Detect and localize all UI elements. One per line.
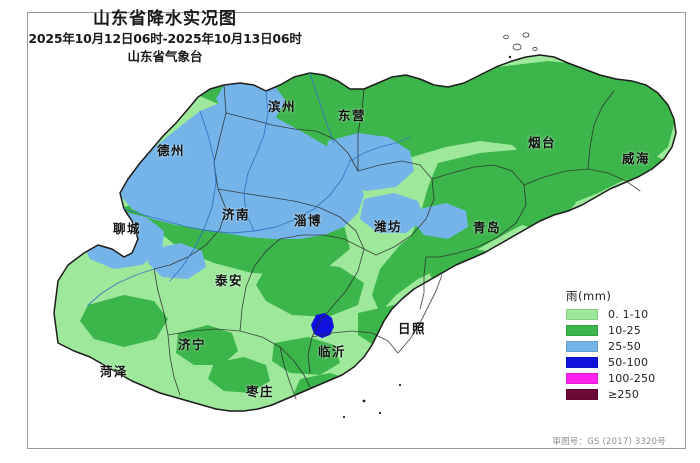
legend-swatch	[566, 341, 598, 352]
city-label: 济南	[222, 207, 251, 222]
city-label: 临沂	[318, 344, 347, 359]
city-label: 潍坊	[374, 219, 403, 234]
legend-label: 25-50	[608, 340, 641, 353]
city-label: 日照	[398, 321, 427, 336]
province-boundary	[53, 54, 677, 412]
legend-item: 25-50	[566, 340, 655, 353]
city-label: 济宁	[178, 337, 207, 352]
city-label: 菏泽	[100, 364, 129, 379]
city-label: 威海	[622, 151, 651, 166]
legend-item: 100-250	[566, 372, 655, 385]
time-range-label: 2025年10月12日06时-2025年10月13日06时	[28, 31, 302, 46]
city-label: 东营	[338, 108, 367, 123]
legend-label: 0. 1-10	[608, 308, 649, 321]
legend-item: 0. 1-10	[566, 308, 655, 321]
river-lines	[87, 72, 411, 306]
legend-item: 50-100	[566, 356, 655, 369]
legend-swatch	[566, 325, 598, 336]
band-50-100	[311, 313, 334, 338]
city-label: 聊城	[113, 221, 142, 236]
city-label: 滨州	[268, 99, 297, 114]
legend-swatch	[566, 309, 598, 320]
legend-swatch	[566, 389, 598, 400]
offshore-islands	[503, 32, 538, 51]
city-label: 枣庄	[246, 384, 275, 399]
legend-title: 雨(mm)	[566, 289, 612, 303]
legend-label: 100-250	[608, 372, 656, 385]
legend-label: 10-25	[608, 324, 641, 337]
city-label: 泰安	[215, 273, 244, 288]
map-approval-number: 审图号：GS (2017) 3320号	[552, 437, 666, 447]
legend-rows: 0. 1-10 10-25 25-50 50-100 100-250 ≥250	[566, 308, 655, 401]
rainfall-fill-layer	[54, 55, 676, 411]
organization-label: 山东省气象台	[127, 49, 203, 64]
title-block: 山东省降水实况图 2025年10月12日06时-2025年10月13日06时 山…	[20, 8, 310, 66]
band-25-50	[80, 79, 468, 279]
legend-swatch	[566, 373, 598, 384]
legend-item: 10-25	[566, 324, 655, 337]
legend-swatch	[566, 357, 598, 368]
island-dots	[342, 55, 512, 419]
city-label: 淄博	[294, 213, 323, 228]
map-canvas	[28, 13, 685, 448]
legend-label: ≥250	[608, 388, 640, 401]
shandong-precipitation-svg	[53, 32, 677, 419]
band-10-25	[80, 61, 676, 407]
city-label: 青岛	[473, 220, 502, 235]
legend-label: 50-100	[608, 356, 649, 369]
city-label: 烟台	[528, 135, 557, 150]
legend-item: ≥250	[566, 388, 655, 401]
city-label: 德州	[157, 143, 186, 158]
page-title: 山东省降水实况图	[93, 9, 237, 29]
prefecture-boundaries	[153, 84, 641, 400]
legend: 雨(mm) 0. 1-10 10-25 25-50 50-100 100-250 ≥250	[566, 288, 655, 404]
